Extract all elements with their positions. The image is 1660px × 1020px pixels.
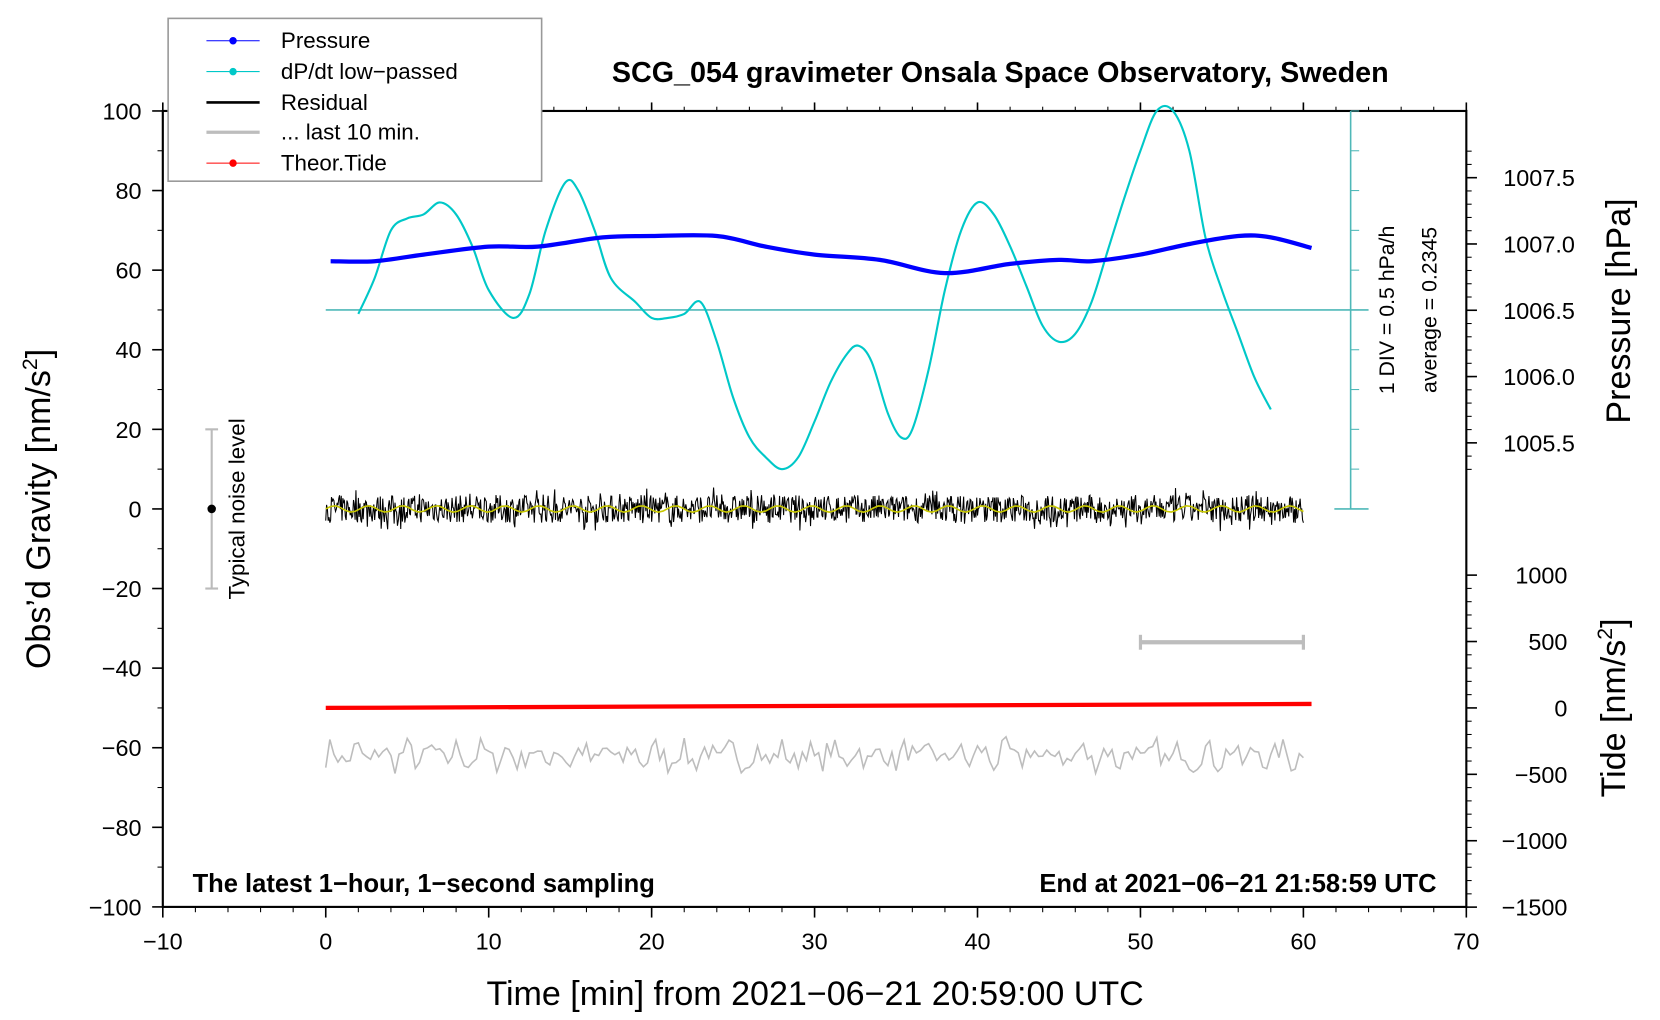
y-tick-label: −40 [102,656,142,682]
residual-smoothed-line [325,505,1304,513]
pressure-tick-label: 1007.5 [1503,165,1575,191]
note-right: End at 2021−06−21 21:58:59 UTC [1039,870,1436,898]
y-tick-label: 0 [128,496,141,522]
x-axis-title: Time [min] from 2021−06−21 20:59:00 UTC [486,975,1143,1013]
legend-pressure-label: Pressure [281,28,370,53]
tide-tick-label: 0 [1554,695,1567,721]
y-tick-label: 60 [115,258,141,284]
dpdt-scale-label: 1 DIV = 0.5 hPa/h [1375,226,1399,394]
noise-level-center-dot [207,504,216,514]
y-tick-label: −80 [102,815,142,841]
pressure-axis-title: Pressure [hPa] [1600,198,1638,423]
legend: Pressure dP/dt low−passed Residual ... l… [167,17,543,182]
y-axis-title-sup: 2 [18,358,42,370]
chart-title: SCG_054 gravimeter Onsala Space Observat… [612,57,1389,89]
tide-tick-label: −500 [1515,762,1568,788]
x-tick-label: 50 [1127,928,1153,954]
legend-dpdt-marker [229,67,237,76]
pressure-tick-label: 1006.5 [1503,298,1575,324]
y-tick-label: 100 [102,98,141,124]
legend-pressure-marker [229,37,237,45]
y-axis-title-text: Obs’d Gravity [nm/s [20,370,58,669]
pressure-tick-label: 1007.0 [1503,231,1575,257]
series-layer [205,104,1369,777]
dpdt-line [357,104,1272,471]
pressure-line [330,233,1313,276]
x-tick-label: 10 [476,928,502,954]
tide-tick-label: −1500 [1502,895,1568,921]
x-tick-label: −10 [143,928,183,954]
legend-last10-label: ... last 10 min. [281,120,420,145]
y-axis-title-end: ] [20,349,58,358]
y-axis-title: Obs’d Gravity [nm/s2] [18,349,58,669]
tide-tick-label: 1000 [1515,563,1567,589]
x-tick-label: 30 [802,928,828,954]
residual-line [325,487,1304,532]
tide-axis-title: Tide [nm/s2] [1593,618,1633,797]
x-tick-label: 0 [319,928,332,954]
dpdt-average-label: average = 0.2345 [1418,227,1442,393]
y-tick-label: −100 [89,894,142,920]
tide-axis-title-text: Tide [nm/s [1595,640,1633,798]
legend-tide-marker [229,159,237,167]
y-tick-label: 80 [115,178,141,204]
x-tick-label: 70 [1453,928,1479,954]
x-tick-label: 60 [1290,928,1316,954]
y-tick-label: 20 [115,417,141,443]
x-tick-label: 20 [639,928,665,954]
noise-level-label: Typical noise level [225,418,250,599]
y-tick-label: −60 [102,735,142,761]
y-tick-label: 40 [115,337,141,363]
legend-box [167,17,543,182]
pressure-tick-label: 1005.5 [1503,430,1575,456]
axis-ticks: −10 0 10 20 30 40 50 60 70100806040200−20−40−60−… [89,98,1575,954]
x-tick-label: 40 [964,928,990,954]
tide-tick-label: 500 [1528,629,1567,655]
tide-axis-title-sup: 2 [1593,628,1617,640]
last-10-min-line [324,734,1304,777]
tide-axis-title-end: ] [1595,618,1633,627]
tide-tick-label: −1000 [1502,828,1568,854]
legend-tide-label: Theor.Tide [281,151,387,176]
legend-residual-label: Residual [281,90,368,115]
pressure-tick-label: 1006.0 [1503,364,1575,390]
legend-dpdt-label: dP/dt low−passed [281,59,458,84]
note-left: The latest 1−hour, 1−second sampling [193,870,655,898]
y-tick-label: −20 [102,576,142,602]
tide-line [325,701,1312,711]
